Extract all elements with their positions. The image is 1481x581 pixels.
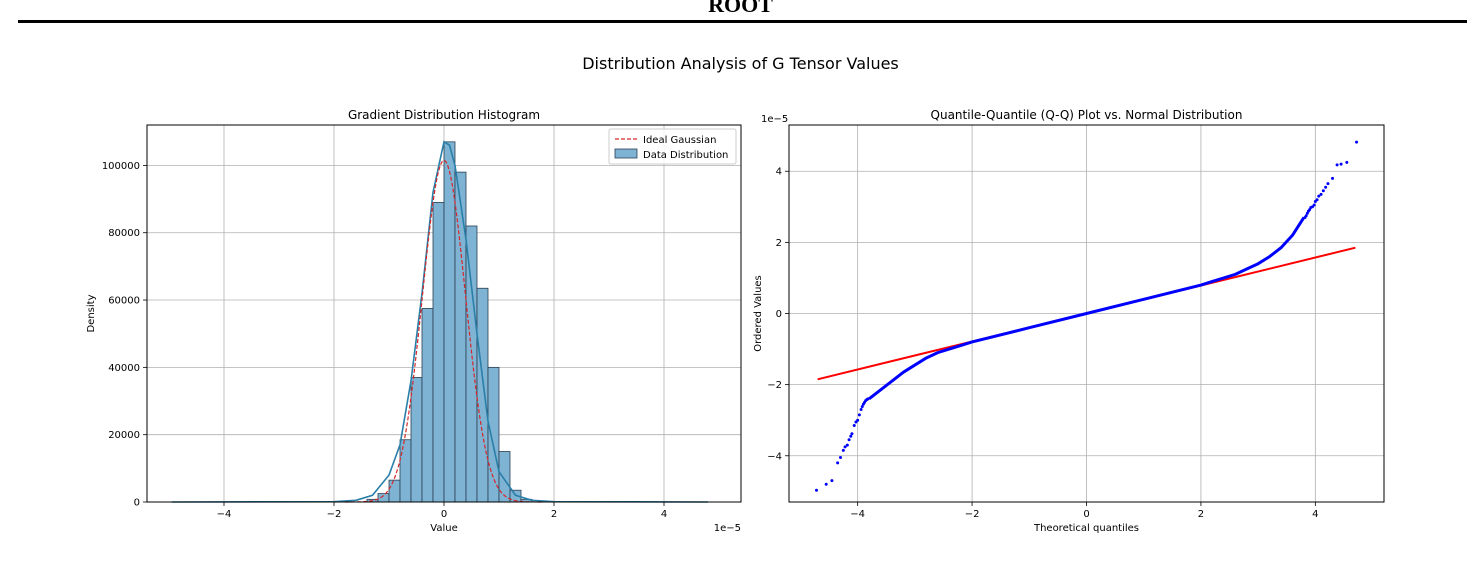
histogram-bar xyxy=(498,451,511,503)
figure-suptitle: Distribution Analysis of G Tensor Values xyxy=(582,54,899,73)
qq-point xyxy=(1355,140,1359,144)
hist-x-offset-label: 1e−5 xyxy=(714,523,741,534)
histogram-bar xyxy=(454,171,467,503)
histogram-bar xyxy=(410,377,423,503)
qq-point xyxy=(857,413,861,417)
histogram-bar xyxy=(388,479,401,503)
qq-xtick-label: 4 xyxy=(1312,509,1318,520)
hist-ytick-label: 40000 xyxy=(108,363,140,374)
qq-points-dense xyxy=(868,216,1306,401)
qq-ytick-label: −4 xyxy=(767,451,782,462)
qq-point xyxy=(1312,203,1316,207)
qq-ytick-label: 2 xyxy=(776,238,782,249)
qq-point xyxy=(852,424,856,428)
hist-title: Gradient Distribution Histogram xyxy=(348,108,540,122)
qq-point xyxy=(1339,162,1343,166)
legend-box xyxy=(608,128,737,165)
legend-swatch-data xyxy=(614,148,638,159)
qq-xtick-label: −4 xyxy=(850,509,865,520)
legend: Ideal Gaussian Data Distribution xyxy=(608,128,737,165)
qq-xtick-label: 0 xyxy=(1083,509,1089,520)
qq-xtick-label: 2 xyxy=(1198,509,1204,520)
histogram-bar xyxy=(421,308,434,503)
header-title: ROOT xyxy=(708,0,773,17)
hist-xlabel: Value xyxy=(430,523,457,534)
qq-point xyxy=(843,445,847,449)
legend-label-data: Data Distribution xyxy=(643,150,728,161)
hist-ylabel: Density xyxy=(86,294,97,332)
qq-point xyxy=(824,482,828,486)
qq-xlabel: Theoretical quantiles xyxy=(1033,523,1139,534)
histogram-bar xyxy=(465,225,478,503)
hist-ytick-label: 20000 xyxy=(108,430,140,441)
hist-xtick-label: −2 xyxy=(327,509,342,520)
histogram-bar xyxy=(476,287,489,503)
qq-ylabel: Ordered Values xyxy=(753,275,764,352)
qq-xtick-label: −2 xyxy=(965,509,980,520)
histogram-bar xyxy=(443,141,456,503)
header-divider xyxy=(18,20,1467,23)
qq-point xyxy=(856,418,860,422)
hist-ytick-label: 80000 xyxy=(108,228,140,239)
hist-xtick-label: 4 xyxy=(661,509,667,520)
qq-point xyxy=(841,448,845,452)
qq-point xyxy=(859,408,863,412)
hist-xtick-label: 2 xyxy=(551,509,557,520)
qq-point xyxy=(836,461,840,465)
qq-point xyxy=(1315,198,1319,202)
hist-ytick-label: 100000 xyxy=(102,161,140,172)
kde-line xyxy=(171,140,709,503)
ideal-gaussian-line xyxy=(344,159,544,503)
qq-point xyxy=(1317,194,1321,198)
qq-point xyxy=(849,434,853,438)
qq-point xyxy=(847,438,851,442)
qq-point xyxy=(1304,214,1308,218)
qq-ytick-label: 4 xyxy=(776,167,782,178)
histogram-bar xyxy=(487,366,500,503)
histogram-bar xyxy=(432,202,445,503)
qq-ytick-label: −2 xyxy=(767,380,782,391)
hist-xtick-label: −4 xyxy=(217,509,232,520)
qq-point xyxy=(838,456,842,460)
qq-y-offset-label: 1e−5 xyxy=(761,114,788,125)
qq-point xyxy=(1331,176,1335,180)
qq-point xyxy=(1326,182,1330,186)
qq-point xyxy=(1321,189,1325,193)
qq-point xyxy=(830,479,834,483)
qq-title: Quantile-Quantile (Q-Q) Plot vs. Normal … xyxy=(931,108,1243,122)
qq-ytick-label: 0 xyxy=(776,309,782,320)
legend-label-gaussian: Ideal Gaussian xyxy=(643,135,716,146)
qq-point xyxy=(814,488,818,492)
qq-point xyxy=(1324,185,1328,189)
hist-ytick-label: 60000 xyxy=(108,296,140,307)
hist-ytick-label: 0 xyxy=(134,498,140,509)
qq-point xyxy=(866,397,870,401)
qq-point xyxy=(1345,160,1349,164)
qq-point xyxy=(845,443,849,447)
histogram-bar xyxy=(399,439,412,503)
qq-point xyxy=(1319,192,1323,196)
qq-point xyxy=(1335,163,1339,167)
qq-point xyxy=(850,432,854,436)
qq-point xyxy=(860,405,864,409)
hist-xtick-label: 0 xyxy=(441,509,447,520)
histogram-bar xyxy=(377,493,390,503)
